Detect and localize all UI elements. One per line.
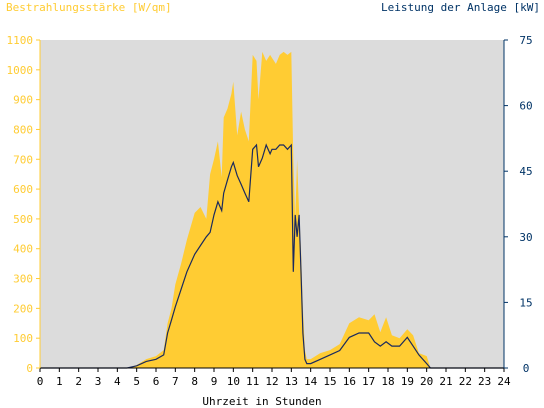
x-tick-label: 24 [497,375,511,388]
x-tick-label: 18 [381,375,394,388]
x-tick-label: 2 [75,375,82,388]
x-tick-label: 10 [227,375,240,388]
x-tick-label: 7 [172,375,179,388]
x-tick-label: 4 [114,375,121,388]
x-tick-label: 6 [153,375,160,388]
left-axis-title: Bestrahlungsstärke [W/qm] [6,1,172,14]
x-tick-label: 17 [362,375,375,388]
x-tick-label: 9 [211,375,218,388]
x-tick-label: 16 [343,375,356,388]
y-left-tick-label: 100 [13,332,33,345]
x-tick-label: 20 [420,375,433,388]
right-axis-title: Leistung der Anlage [kW] [381,1,540,14]
x-tick-label: 8 [191,375,198,388]
x-tick-label: 11 [246,375,259,388]
x-tick-label: 0 [37,375,44,388]
y-left-tick-label: 600 [13,183,33,196]
y-right-tick-label: 45 [519,165,532,178]
y-right-tick-label: 0 [523,362,530,375]
x-tick-label: 15 [323,375,336,388]
y-left-tick-label: 200 [13,302,33,315]
y-right-tick-label: 30 [519,231,532,244]
y-left-tick-label: 800 [13,123,33,136]
y-left-tick-label: 300 [13,273,33,286]
x-tick-label: 12 [265,375,278,388]
y-left-tick-label: 0 [26,362,33,375]
x-tick-label: 21 [439,375,452,388]
power-line [40,143,504,369]
y-left-tick-label: 900 [13,94,33,107]
series-layer [40,51,504,369]
y-right-tick-label: 75 [519,34,532,47]
x-tick-label: 1 [56,375,63,388]
y-left-tick-label: 700 [13,153,33,166]
x-tick-label: 13 [285,375,298,388]
y-left-tick-label: 500 [13,213,33,226]
y-left-tick-label: 400 [13,243,33,256]
x-tick-label: 19 [401,375,414,388]
ticks-layer: 0 1 2 3 4 5 6 7 8 9 10 11 12 13 14 15 16 17 18 19 20 21 22 23 24… [7,34,533,388]
y-right-tick-label: 60 [519,100,532,113]
y-left-tick-label: 1000 [7,64,34,77]
x-tick-label: 3 [95,375,102,388]
x-tick-label: 23 [478,375,491,388]
y-left-tick-label: 1100 [7,34,34,47]
x-tick-label: 22 [459,375,472,388]
x-tick-label: 14 [304,375,318,388]
irradiance-area [40,51,504,369]
x-axis-title: Uhrzeit in Stunden [202,395,321,408]
y-right-tick-label: 15 [519,296,532,309]
x-tick-label: 5 [133,375,140,388]
